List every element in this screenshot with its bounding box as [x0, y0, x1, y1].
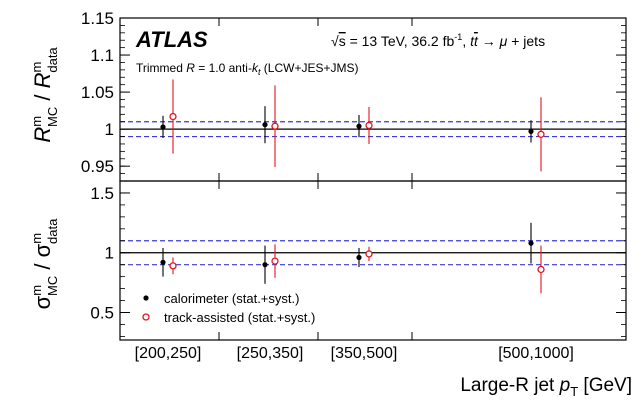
top-panel: 0.95 1 1.05 1.1 1.15	[81, 9, 627, 182]
y-tick-label: 1.05	[81, 83, 114, 102]
jet-definition-label: Trimmed R = 1.0 anti-kt (LCW+JES+JMS)	[136, 61, 358, 77]
bottom-panel: 0.5 1 1.5	[90, 180, 627, 341]
track-point	[271, 122, 279, 130]
panel-frame	[119, 180, 627, 341]
legend-track-label: track-assisted (stat.+syst.)	[164, 310, 315, 325]
track-point	[537, 265, 545, 274]
calorimeter-point	[356, 123, 362, 129]
y-tick-label: 0.95	[81, 157, 114, 176]
y-tick-label: 1	[105, 244, 114, 263]
track-point	[537, 130, 545, 138]
legend-calorimeter-marker	[143, 295, 149, 301]
track-point	[271, 257, 279, 265]
calorimeter-point	[160, 259, 166, 265]
calorimeter-point	[528, 240, 534, 246]
svg-text:RmMC / Rmdata: RmMC / Rmdata	[29, 47, 60, 143]
legend: calorimeter (stat.+syst.) track-assisted…	[142, 291, 315, 325]
track-point	[365, 121, 373, 130]
y-tick-label: 1.1	[90, 46, 114, 65]
x-tick-label: [350,500]	[331, 345, 398, 362]
y-tick-label: 1.5	[90, 184, 114, 203]
calorimeter-point	[160, 124, 166, 130]
y-tick-label: 1	[105, 120, 114, 139]
calorimeter-point	[356, 254, 362, 261]
x-tick-label: [250,350]	[237, 345, 304, 362]
top-y-axis-label: RmMC / Rmdata	[29, 47, 60, 143]
legend-track-marker	[142, 313, 150, 321]
bottom-y-axis-label: σmMC / σmdata	[29, 218, 60, 309]
atlas-label: ATLAS	[135, 27, 208, 52]
calorimeter-point	[528, 128, 534, 134]
y-tick-label: 1.15	[81, 9, 114, 28]
x-tick-label: [200,250]	[135, 345, 202, 362]
legend-calorimeter-label: calorimeter (stat.+syst.)	[164, 291, 299, 306]
calorimeter-point	[262, 122, 268, 128]
svg-text:σmMC / σmdata: σmMC / σmdata	[29, 218, 60, 309]
x-tick-label: [500,1000]	[498, 345, 574, 362]
energy-lumi-label: √s = 13 TeV, 36.2 fb-1, tt → μ + jets	[331, 32, 545, 49]
y-tick-label: 0.5	[90, 304, 114, 323]
x-axis-label: Large-R jet pT [GeV]	[460, 375, 632, 399]
calorimeter-point	[262, 262, 268, 268]
track-point	[365, 250, 373, 258]
track-point	[169, 262, 177, 270]
track-point	[169, 112, 177, 121]
